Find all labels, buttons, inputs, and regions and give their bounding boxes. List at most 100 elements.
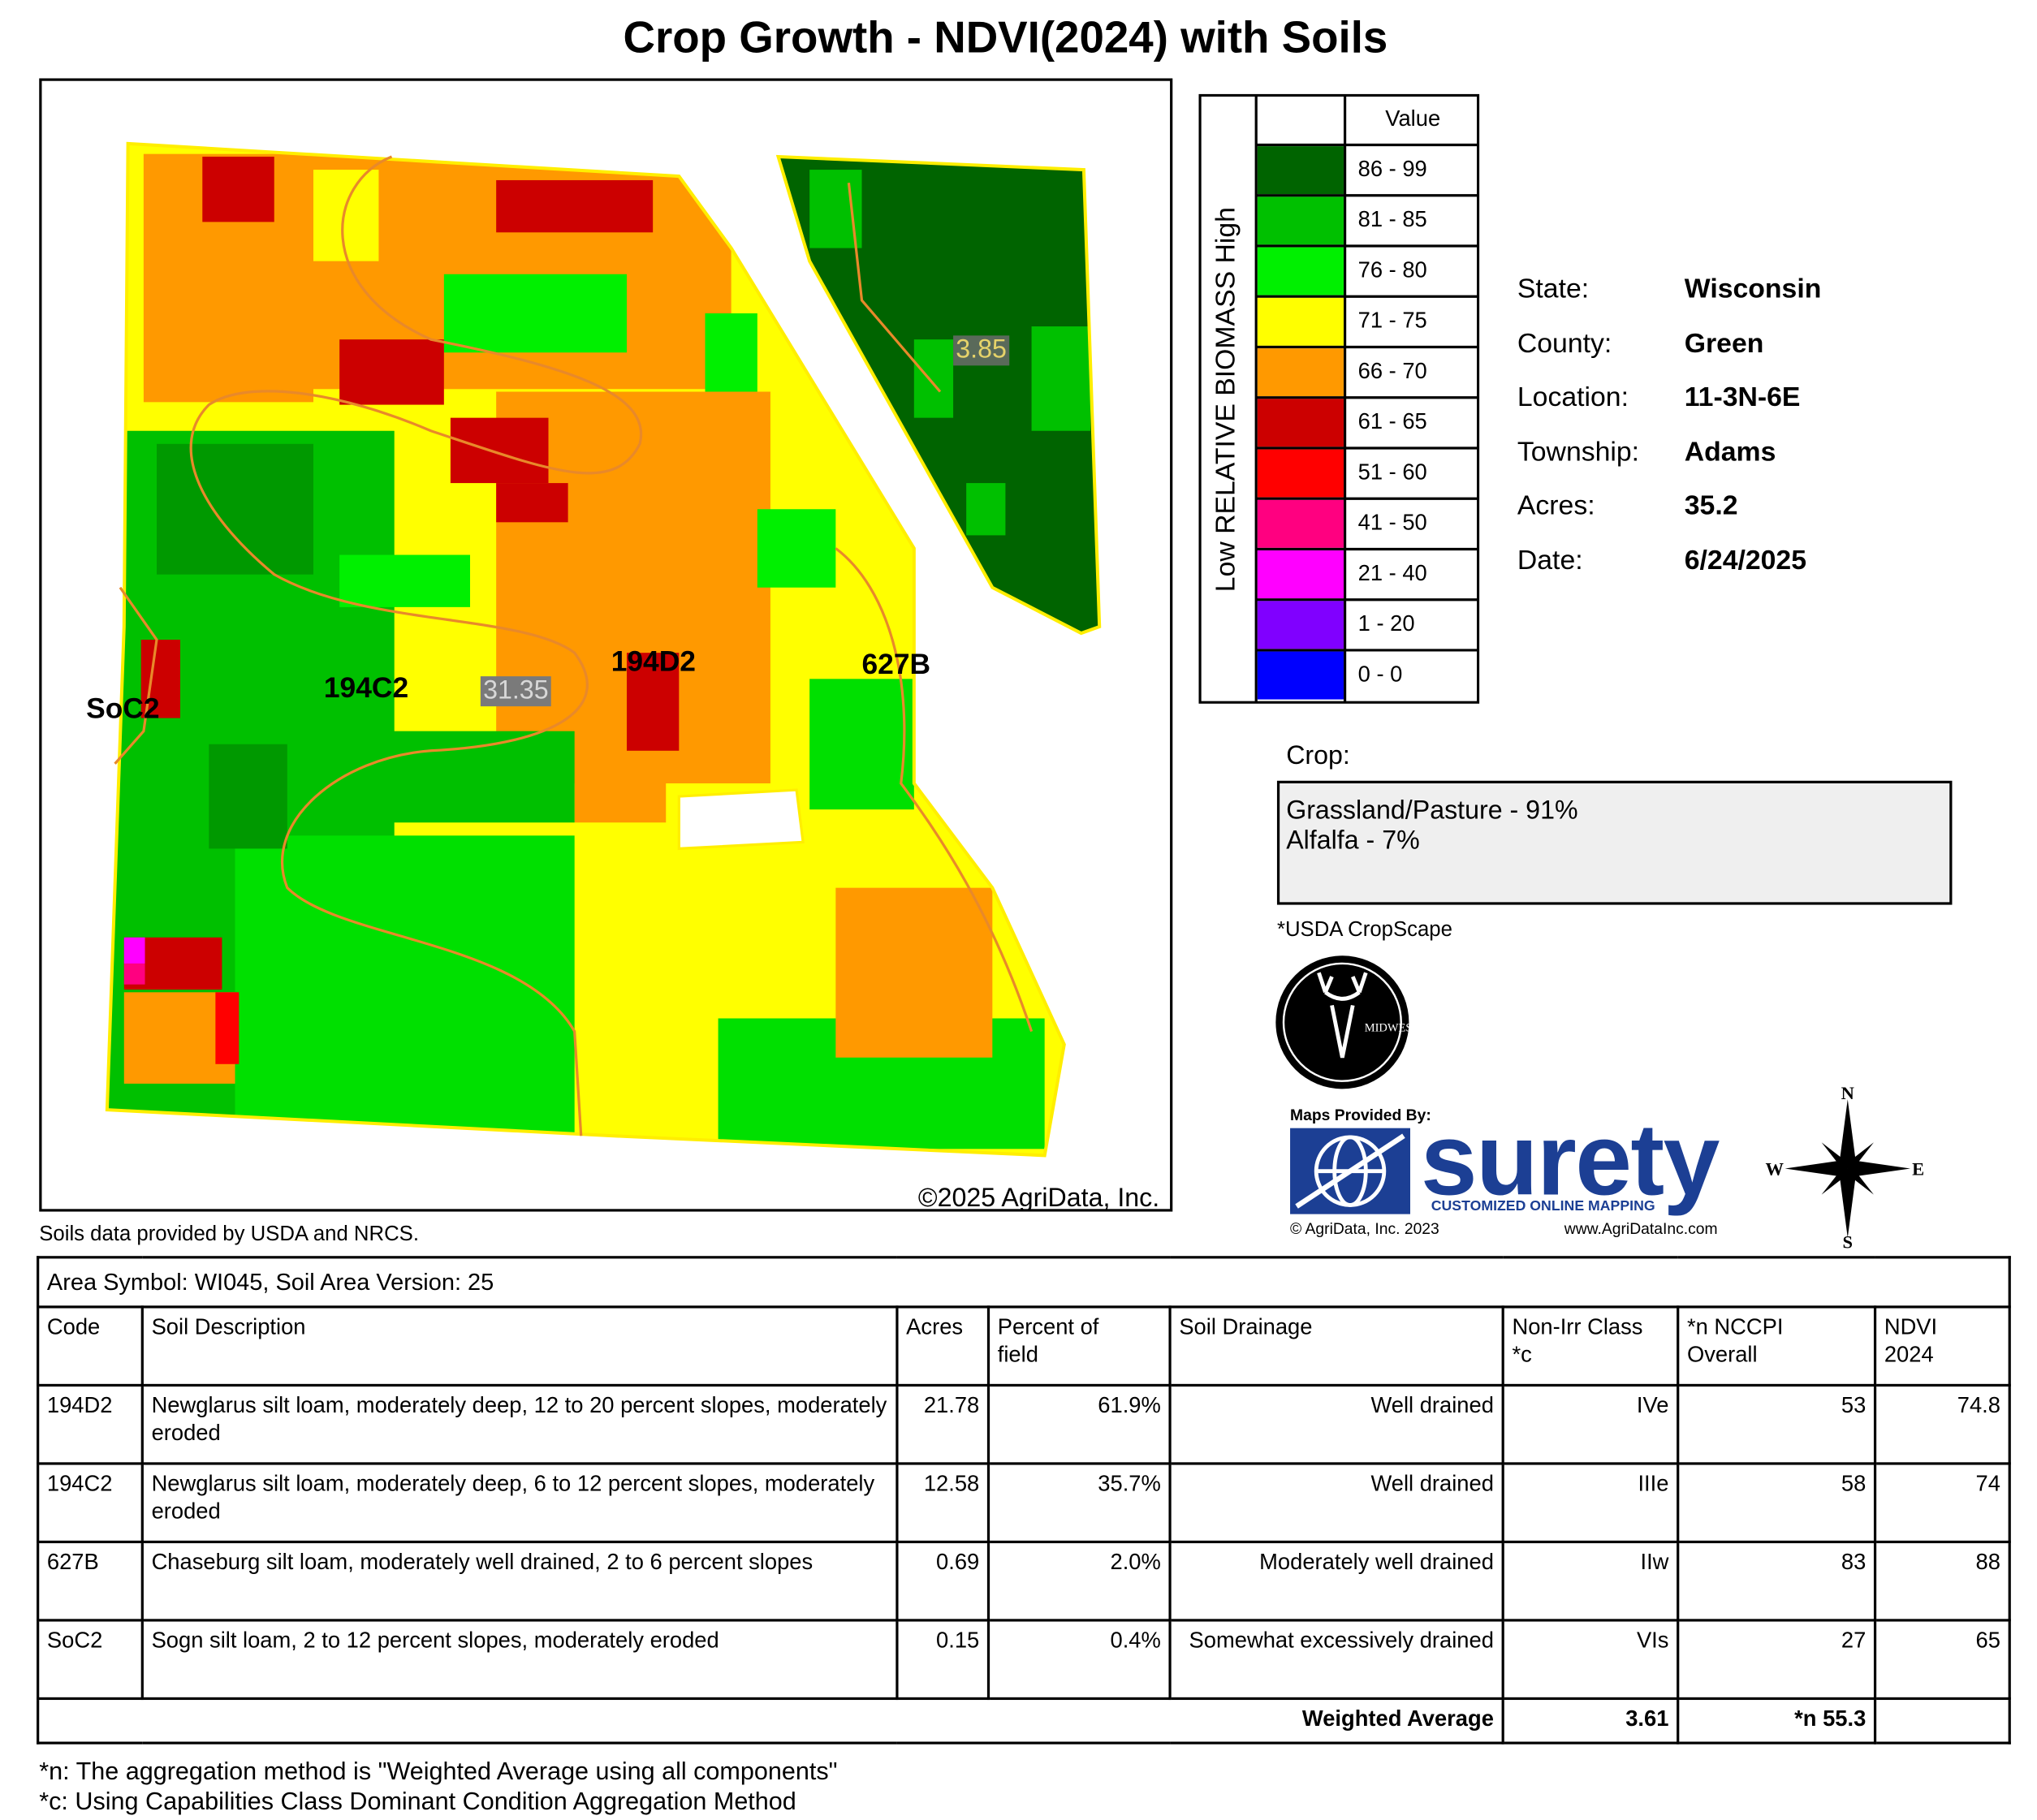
table-cell: 0.15 (896, 1619, 990, 1701)
crop-heading: Crop: (1286, 741, 1350, 770)
brand: surety (1420, 1102, 1720, 1217)
table-cell: VIs (1501, 1619, 1680, 1701)
info-row: State: Wisconsin (1517, 274, 1821, 329)
field-boundary (775, 154, 1102, 636)
table-cell: Newglarus silt loam, moderately deep, 6 … (140, 1462, 899, 1544)
legend-label: 0 - 0 (1358, 661, 1403, 686)
table-cell: 88 (1873, 1540, 2011, 1622)
table-caption: Area Symbol: WI045, Soil Area Version: 2… (37, 1256, 2011, 1309)
compass-w: W (1765, 1158, 1784, 1179)
legend-label: 86 - 99 (1358, 156, 1427, 181)
total-blank (37, 1697, 1171, 1745)
legend-swatch (1257, 297, 1344, 346)
provided-by: Maps Provided By: (1290, 1106, 1431, 1124)
table-row: 194D2 Newglarus silt loam, moderately dee… (37, 1383, 2011, 1465)
table-row: 194C2 Newglarus silt loam, moderately dee… (37, 1462, 2011, 1544)
table-cell: 74 (1873, 1462, 2011, 1544)
table-row: 627B Chaseburg silt loam, moderately well… (37, 1540, 2011, 1622)
header-row: Code Soil Description Acres Percent of field… (37, 1305, 2011, 1387)
column-header-line: field (997, 1342, 1038, 1367)
legend-label: 66 - 70 (1358, 358, 1427, 383)
table-cell: 65 (1873, 1619, 2011, 1701)
table-cell: 12.58 (896, 1462, 990, 1544)
soils-note: Soils data provided by USDA and NRCS. (39, 1223, 419, 1246)
column-header: Code (37, 1305, 144, 1387)
legend-label: 51 - 60 (1358, 459, 1427, 484)
table-cell: IVe (1501, 1383, 1680, 1465)
legend-swatch (1257, 348, 1344, 397)
table-cell: 627B (37, 1540, 144, 1622)
table-cell: 74.8 (1873, 1383, 2011, 1465)
soil-label: 627B (861, 647, 931, 680)
crop-source: *USDA CropScape (1276, 919, 1452, 942)
crop-item: Grassland/Pasture - 91% (1286, 796, 1578, 826)
info-label: Location: (1517, 382, 1629, 413)
acre-label: 31.35 (480, 676, 551, 707)
table-cell: Newglarus silt loam, moderately deep, 12… (140, 1383, 899, 1465)
column-header: NDVI 2024 (1873, 1305, 2011, 1387)
legend-label: 1 - 20 (1358, 610, 1415, 636)
table-cell: Sogn silt loam, 2 to 12 percent slopes, … (140, 1619, 899, 1701)
column-header-line: Soil Drainage (1179, 1314, 1313, 1340)
table-cell: 0.69 (896, 1540, 990, 1622)
map (105, 141, 1102, 1158)
table-cell: 83 (1677, 1540, 1877, 1622)
title: Crop Growth - NDVI(2024) with Soils (623, 13, 1388, 63)
soil-table: Area Symbol: WI045, Soil Area Version: 2… (37, 1256, 2011, 1745)
total-label: Weighted Average (1170, 1697, 1504, 1745)
table-cell: Well drained (1168, 1462, 1504, 1544)
info-label: Acres: (1517, 490, 1595, 521)
info-value: Adams (1684, 436, 1776, 467)
table-row: SoC2 Sogn silt loam, 2 to 12 percent slop… (37, 1619, 2011, 1701)
info-value: Wisconsin (1684, 274, 1822, 304)
legend-swatch (1257, 651, 1344, 700)
footnote: *c: Using Capabilities Class Dominant Co… (39, 1788, 796, 1817)
table-cell: 58 (1677, 1462, 1877, 1544)
legend: Low RELATIVE BIOMASS High Value 86 - 99 8… (1198, 93, 1480, 704)
column-header: Soil Drainage (1168, 1305, 1504, 1387)
surety-globe (1290, 1128, 1410, 1214)
brand-tagline: CUSTOMIZED ONLINE MAPPING (1431, 1198, 1655, 1214)
caption-row: Area Symbol: WI045, Soil Area Version: 2… (37, 1256, 2011, 1309)
field-boundary (105, 141, 1066, 1158)
info-label: Date: (1517, 545, 1583, 576)
column-header-line: NDVI (1884, 1314, 1938, 1340)
legend-label: 41 - 50 (1358, 510, 1427, 535)
table-cell: 194D2 (37, 1383, 144, 1465)
soil-label: 194C2 (323, 671, 409, 704)
map-copyright: ©2025 AgriData, Inc. (917, 1184, 1160, 1214)
total-non-irr: 3.61 (1501, 1697, 1680, 1745)
total-ndvi (1873, 1697, 2011, 1745)
brand-url: www.AgriDataInc.com (1564, 1219, 1718, 1238)
info-value: 35.2 (1684, 490, 1738, 521)
midwest-logo: MIDWEST (1275, 955, 1417, 1089)
legend-label: 71 - 75 (1358, 308, 1427, 333)
table-cell: 21.78 (896, 1383, 990, 1465)
logo-text: MIDWEST (1365, 1022, 1417, 1035)
info-row: Location: 11-3N-6E (1517, 382, 1821, 437)
legend-swatch (1257, 449, 1344, 498)
info-row: Acres: 35.2 (1517, 491, 1821, 546)
legend-label: 76 - 80 (1358, 257, 1427, 282)
table-cell: 194C2 (37, 1462, 144, 1544)
legend-swatch (1257, 550, 1344, 599)
column-header: Soil Description (140, 1305, 899, 1387)
soil-label: 194D2 (611, 645, 696, 678)
column-header-line: *n NCCPI (1686, 1314, 1784, 1340)
acre-label: 3.85 (953, 335, 1010, 366)
info-label: Township: (1517, 436, 1640, 467)
column-header-line: *c (1512, 1342, 1532, 1367)
table-cell: Chaseburg silt loam, moderately well dra… (140, 1540, 899, 1622)
info-value: 11-3N-6E (1684, 382, 1801, 413)
compass: N S W E (1765, 1084, 1924, 1253)
column-header-line: Overall (1686, 1342, 1758, 1367)
legend-axis-label: Low RELATIVE BIOMASS High (1211, 207, 1241, 592)
info-row: County: Green (1517, 328, 1821, 382)
table-cell: 2.0% (986, 1540, 1172, 1622)
column-header-line: Percent of (997, 1314, 1099, 1340)
footnote: *n: The aggregation method is "Weighted … (39, 1758, 838, 1787)
footnotes: *n: The aggregation method is "Weighted … (39, 1757, 837, 1818)
legend-swatch (1257, 146, 1344, 195)
info-value: 6/24/2025 (1684, 545, 1807, 576)
total-row: Weighted Average 3.61 *n 55.3 (37, 1697, 2011, 1745)
